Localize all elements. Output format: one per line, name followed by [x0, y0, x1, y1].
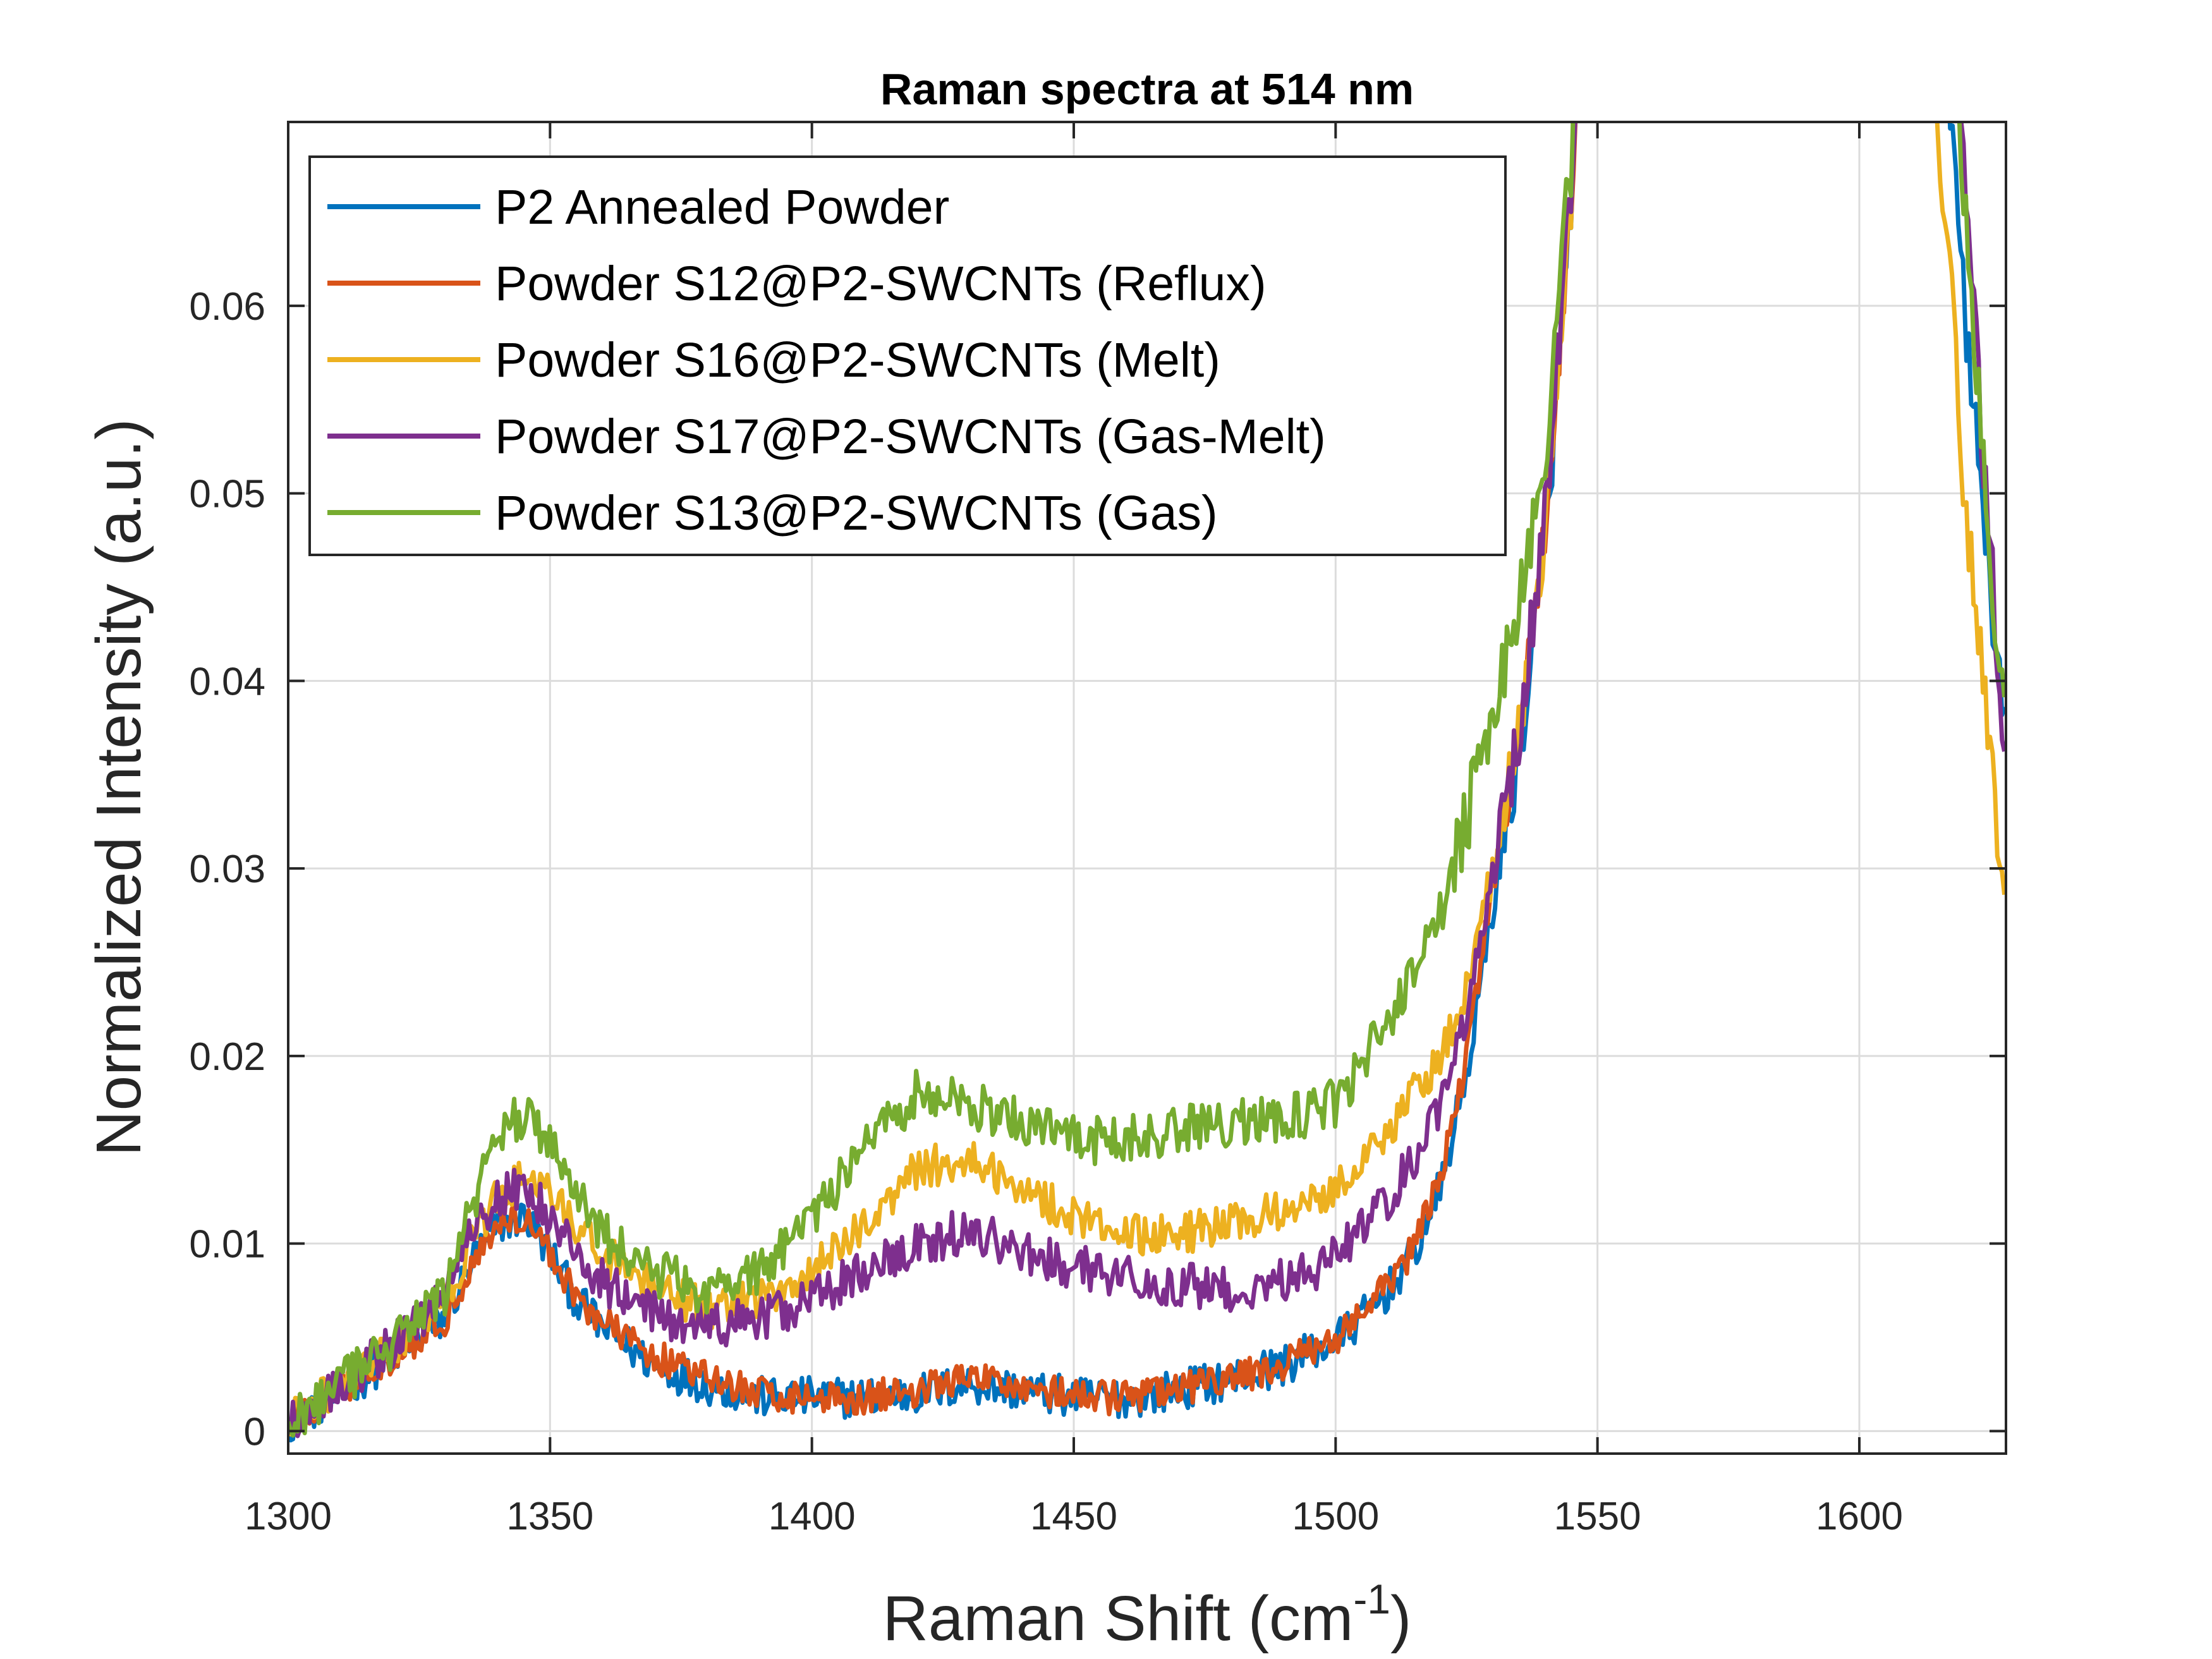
x-axis-title-suffix: )	[1390, 1583, 1411, 1654]
series-line-2	[288, 122, 2006, 1437]
legend-box	[308, 155, 1507, 556]
x-tick-label-3: 1450	[1030, 1495, 1117, 1538]
y-axis-title: Normalized Intensity (a.u.)	[83, 418, 154, 1156]
y-tick-label-1: 0.01	[189, 1223, 265, 1267]
x-tick-label-0: 1300	[245, 1495, 332, 1538]
legend-label-2: Powder S16@P2-SWCNTs (Melt)	[495, 333, 1220, 387]
x-axis-title-main: Raman Shift (cm	[883, 1583, 1354, 1654]
y-tick-label-3: 0.03	[189, 848, 265, 891]
series-line-1	[288, 122, 1578, 1437]
legend: P2 Annealed Powder Powder S12@P2-SWCNTs (…	[308, 155, 1507, 556]
series-line-4	[288, 122, 2006, 1438]
y-tick-label-0: 0	[244, 1410, 265, 1454]
x-tick-label-4: 1500	[1292, 1495, 1379, 1538]
y-tick-label-2: 0.02	[189, 1035, 265, 1079]
legend-label-4: Powder S13@P2-SWCNTs (Gas)	[495, 486, 1218, 540]
chart-title: Raman spectra at 514 nm	[880, 64, 1414, 114]
axes-box	[287, 121, 2007, 1455]
legend-label-1: Powder S12@P2-SWCNTs (Reflux)	[495, 257, 1267, 311]
legend-label-3: Powder S17@P2-SWCNTs (Gas-Melt)	[495, 410, 1326, 464]
series-layer	[288, 122, 2006, 1443]
ticks-layer: 1300 1350 1400 1450 1500 1550 1600 0 0.01 0.02 0.0…	[189, 122, 2006, 1538]
x-axis-title: Raman Shift (cm-1)	[883, 1576, 1412, 1654]
axes-frame	[287, 121, 2007, 1455]
x-axis-title-superscript: -1	[1353, 1576, 1390, 1622]
legend-label-0: P2 Annealed Powder	[495, 180, 949, 234]
y-tick-label-4: 0.04	[189, 660, 265, 703]
y-tick-label-6: 0.06	[189, 285, 265, 329]
x-tick-label-6: 1600	[1816, 1495, 1903, 1538]
x-tick-label-2: 1400	[769, 1495, 856, 1538]
y-tick-label-5: 0.05	[189, 473, 265, 516]
x-tick-label-5: 1550	[1554, 1495, 1641, 1538]
x-tick-label-1: 1350	[506, 1495, 593, 1538]
